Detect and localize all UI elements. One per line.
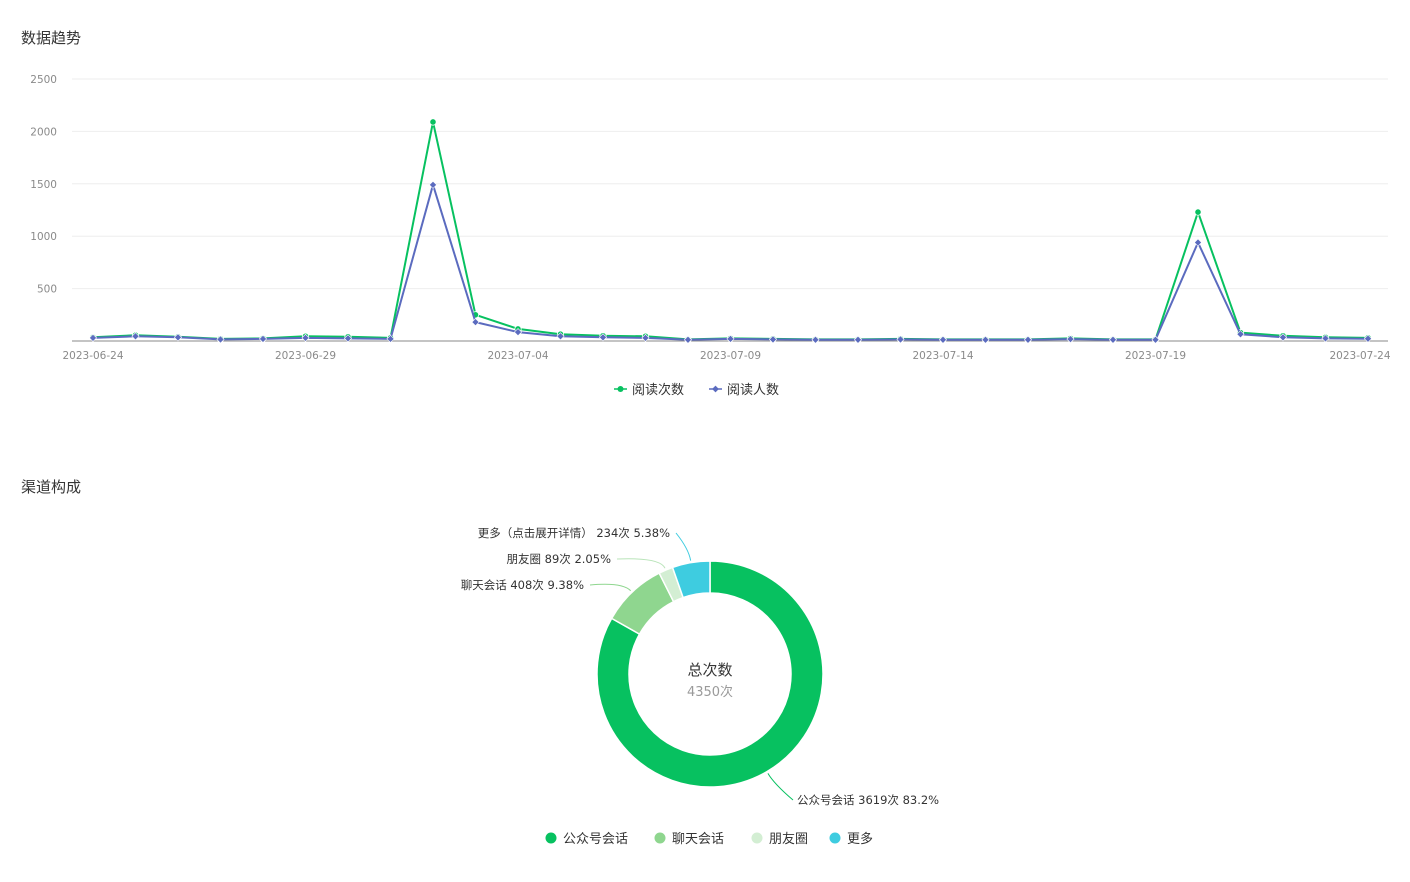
data-point[interactable] [726, 334, 735, 343]
trend-section-title: 数据趋势 [21, 29, 82, 47]
pie-legend-marker[interactable] [829, 832, 841, 844]
pie-leader-line [675, 532, 692, 561]
data-point[interactable] [258, 334, 268, 343]
pie-label-1: 公众号会话 3619次 83.2% [797, 793, 939, 807]
donut-center-title: 总次数 [687, 661, 732, 679]
data-point[interactable] [853, 335, 863, 344]
data-point[interactable] [641, 333, 650, 342]
data-point[interactable] [1363, 334, 1373, 343]
pie-slice-4[interactable] [671, 560, 711, 599]
pie-leader-line [767, 773, 794, 801]
data-point[interactable] [556, 332, 565, 341]
y-tick-label: 2500 [30, 74, 57, 86]
pie-label-4: 更多（点击展开详情） 234次 5.38% [478, 526, 670, 540]
x-tick-label: 2023-06-24 [62, 350, 123, 362]
legend-label-1[interactable]: 阅读次数 [632, 382, 684, 398]
data-point[interactable] [173, 333, 183, 342]
pie-legend-label-3[interactable]: 朋友圈 [769, 831, 808, 847]
data-point[interactable] [1066, 335, 1075, 344]
data-point[interactable] [1321, 334, 1330, 343]
data-point[interactable] [1151, 335, 1160, 344]
pie-legend-label-2[interactable]: 聊天会话 [672, 832, 724, 847]
data-point[interactable] [811, 335, 820, 344]
y-tick-label: 1500 [30, 179, 57, 191]
y-tick-label: 500 [37, 284, 57, 296]
pie-label-3: 朋友圈 89次 2.05% [507, 552, 612, 566]
series-line-1 [92, 121, 1369, 341]
data-point[interactable] [428, 180, 438, 189]
data-point[interactable] [301, 333, 310, 342]
pie-legend-marker[interactable] [545, 832, 557, 844]
x-tick-label: 2023-07-04 [487, 350, 548, 362]
x-tick-label: 2023-07-19 [1125, 350, 1186, 362]
data-point[interactable] [1278, 333, 1288, 342]
pie-slice-1[interactable] [596, 560, 824, 788]
pie-leader-line [616, 558, 666, 569]
data-point[interactable] [1194, 208, 1202, 216]
data-point[interactable] [1108, 335, 1118, 344]
pie-label-2: 聊天会话 408次 9.38% [461, 578, 584, 592]
data-point[interactable] [216, 335, 225, 344]
data-point[interactable] [131, 332, 140, 341]
data-point[interactable] [343, 334, 353, 343]
data-point[interactable] [1023, 335, 1033, 344]
channel-section-title: 渠道构成 [21, 478, 82, 496]
data-point[interactable] [429, 118, 437, 126]
data-point[interactable] [1236, 330, 1245, 339]
pie-leader-line [589, 583, 632, 592]
data-point[interactable] [981, 335, 990, 344]
x-tick-label: 2023-07-14 [912, 350, 973, 362]
data-point[interactable] [598, 333, 608, 342]
y-tick-label: 2000 [30, 126, 57, 138]
pie-legend-label-1[interactable]: 公众号会话 [563, 832, 628, 847]
pie-legend-marker[interactable] [654, 832, 666, 844]
data-point[interactable] [513, 328, 523, 337]
data-point[interactable] [1193, 238, 1203, 247]
data-point[interactable] [88, 333, 98, 342]
data-point[interactable] [938, 335, 948, 344]
data-point[interactable] [683, 335, 693, 344]
data-point[interactable] [896, 335, 905, 344]
x-tick-label: 2023-07-09 [700, 350, 761, 362]
legend-marker[interactable] [617, 386, 624, 392]
x-tick-label: 2023-07-24 [1329, 350, 1390, 362]
legend-marker[interactable] [712, 385, 719, 393]
data-point[interactable] [386, 334, 395, 343]
pie-legend-label-4[interactable]: 更多 [847, 831, 873, 847]
donut-center-value: 4350次 [687, 684, 733, 700]
x-tick-label: 2023-06-29 [275, 350, 336, 362]
legend-label-2[interactable]: 阅读人数 [727, 383, 779, 398]
y-tick-label: 1000 [30, 231, 57, 243]
data-point[interactable] [471, 318, 480, 327]
series-line-2 [92, 183, 1369, 341]
pie-legend-marker[interactable] [751, 832, 763, 844]
data-point[interactable] [768, 335, 778, 344]
